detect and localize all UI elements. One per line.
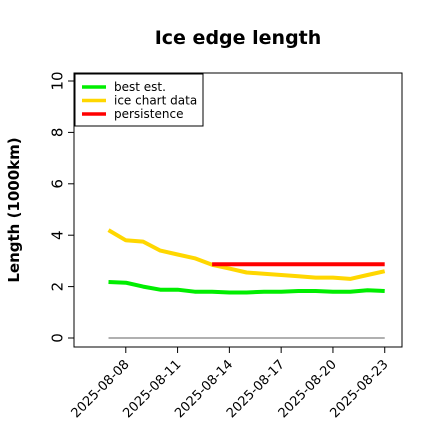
y-axis: 0 2 4 6 8 10 — [48, 71, 74, 343]
legend-entry-label: best est. — [114, 80, 166, 94]
series-line-ice-chart-data — [107, 228, 386, 281]
legend-entry-label: persistence — [114, 107, 183, 121]
y-tick-label: 10 — [48, 71, 66, 90]
y-axis-label: Length (1000km) — [5, 137, 23, 282]
series-layer — [107, 228, 386, 339]
legend-entry-label: ice chart data — [114, 94, 197, 108]
x-axis: 2025-08-082025-08-112025-08-142025-08-17… — [69, 347, 392, 421]
series-line-best-est- — [108, 280, 385, 295]
chart-title: Ice edge length — [155, 27, 322, 49]
y-tick-label: 0 — [48, 333, 66, 343]
y-tick-label: 6 — [48, 179, 66, 189]
y-tick-label: 2 — [48, 282, 66, 292]
y-tick-label: 8 — [48, 128, 66, 138]
y-tick-label: 4 — [48, 230, 66, 240]
plot-frame — [73, 72, 403, 348]
